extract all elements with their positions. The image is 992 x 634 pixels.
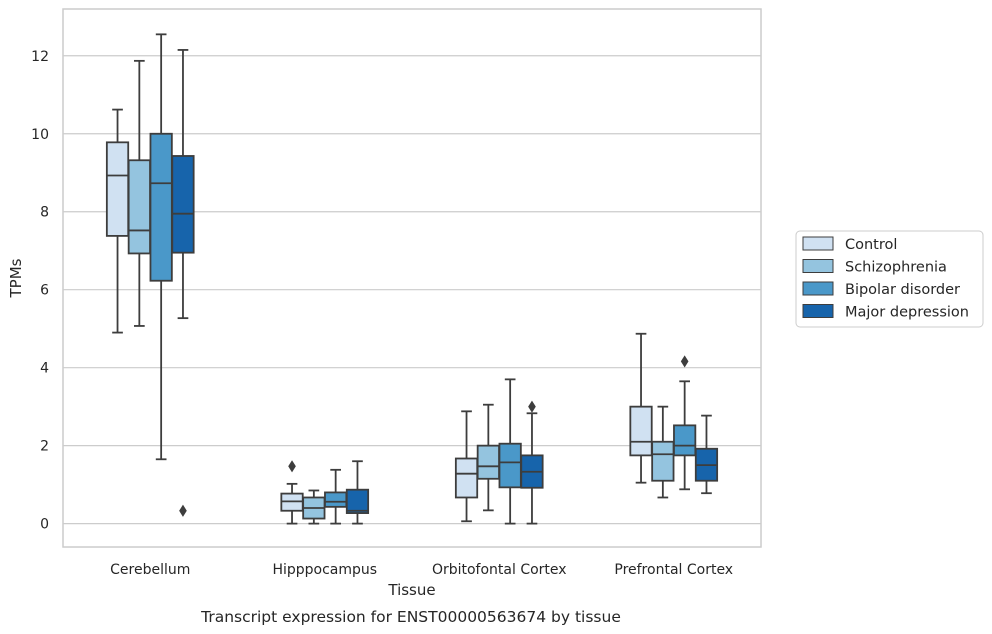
y-tick-label: 4 [40,361,49,377]
gridlines [63,55,761,525]
box-bipolar-disorder [498,378,522,525]
outlier-point [179,504,187,517]
box-body [149,132,173,282]
y-tick-labels: 0 2 4 6 8 10 12 [31,49,49,533]
box-major-depression [520,400,544,525]
box-major-depression [345,460,370,525]
box-body [651,440,675,482]
box-body [454,457,479,499]
box-schizophrenia [651,405,675,499]
x-tick-label: Hipppocampus [272,562,377,578]
box-body [345,488,370,514]
box-major-depression [694,414,719,495]
box-schizophrenia [127,59,151,327]
legend-swatch [802,259,834,273]
y-tick-label: 2 [40,439,49,455]
outlier-point [680,355,689,368]
outlier-point [528,400,536,413]
box-body [476,444,500,480]
y-tick-label: 8 [40,205,49,221]
box-series [105,33,719,525]
box-body [127,159,151,255]
x-tick-labels: Cerebellum Hipppocampus Orbitofontal Corte… [110,562,733,578]
legend-swatch [802,304,834,318]
box-body [324,491,348,508]
box-schizophrenia [476,403,500,512]
x-tick-label: Prefrontal Cortex [614,562,733,578]
y-axis-label: TPMs [7,258,25,298]
box-schizophrenia [302,489,326,525]
box-major-depression [171,49,195,517]
legend-label: Bipolar disorder [845,282,960,298]
legend-frame [795,230,984,328]
plot-frame [62,8,762,548]
box-control [105,108,130,334]
x-tick-label: Orbitofontal Cortex [432,562,567,578]
box-body [673,424,697,457]
outlier-point [288,460,296,473]
box-control [629,332,653,484]
box-body [171,155,195,254]
legend-swatch [802,236,834,251]
legend: Control Schizophrenia Bipolar disorder Majo… [795,230,984,328]
box-bipolar-disorder [673,355,697,491]
y-tick-label: 12 [31,49,49,65]
legend-label: Control [845,237,897,253]
box-control [454,410,479,523]
legend-swatch [802,281,834,296]
box-body [629,405,653,457]
chart-caption: Transcript expression for ENST0000056367… [200,608,621,626]
box-body [105,141,130,237]
legend-label: Major depression [845,305,969,321]
box-body [498,442,522,489]
x-tick-label: Cerebellum [110,562,190,578]
y-tick-label: 10 [31,127,49,143]
y-tick-label: 0 [40,517,49,533]
y-tick-label: 6 [40,283,49,299]
x-axis-label: Tissue [387,581,435,599]
plot-background [63,9,761,547]
legend-label: Schizophrenia [845,260,947,276]
